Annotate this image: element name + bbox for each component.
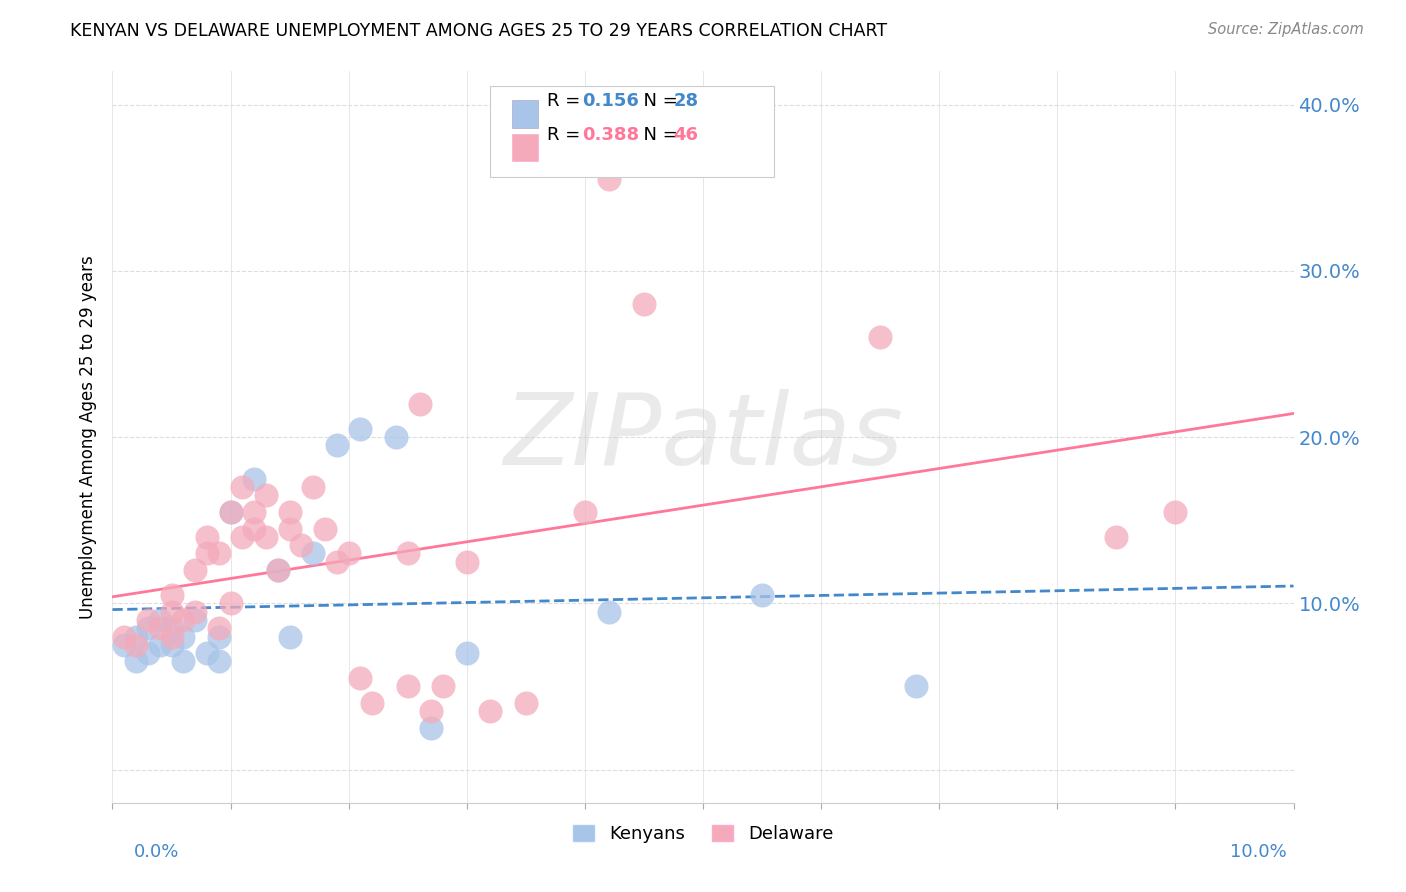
Point <box>160 638 183 652</box>
Text: R =: R = <box>547 92 586 110</box>
Point <box>112 630 135 644</box>
Point <box>208 621 231 635</box>
Point <box>278 505 301 519</box>
Point <box>195 546 218 560</box>
Point <box>396 546 419 560</box>
Point <box>125 638 148 652</box>
Point <box>254 488 277 502</box>
Point <box>160 605 183 619</box>
Point <box>219 505 242 519</box>
Point <box>302 480 325 494</box>
Point <box>219 596 242 610</box>
Point <box>149 638 172 652</box>
Text: 0.388: 0.388 <box>582 126 640 144</box>
Point <box>349 671 371 685</box>
Bar <box>512 134 537 161</box>
Point <box>598 172 620 186</box>
Point <box>326 555 349 569</box>
Point <box>195 530 218 544</box>
Point <box>231 480 253 494</box>
Point <box>172 655 194 669</box>
Text: Source: ZipAtlas.com: Source: ZipAtlas.com <box>1208 22 1364 37</box>
Text: KENYAN VS DELAWARE UNEMPLOYMENT AMONG AGES 25 TO 29 YEARS CORRELATION CHART: KENYAN VS DELAWARE UNEMPLOYMENT AMONG AG… <box>70 22 887 40</box>
Text: ZIPatlas: ZIPatlas <box>503 389 903 485</box>
Point <box>243 521 266 535</box>
Point <box>172 613 194 627</box>
Point <box>349 422 371 436</box>
FancyBboxPatch shape <box>491 86 773 178</box>
Point <box>160 630 183 644</box>
Point <box>751 588 773 602</box>
Text: R =: R = <box>547 126 586 144</box>
Point <box>633 297 655 311</box>
Point <box>172 630 194 644</box>
Text: 10.0%: 10.0% <box>1230 843 1286 861</box>
Point <box>243 505 266 519</box>
Text: N =: N = <box>633 126 683 144</box>
Point <box>278 630 301 644</box>
Point <box>231 530 253 544</box>
Point <box>136 613 159 627</box>
Text: 46: 46 <box>673 126 699 144</box>
Point <box>136 646 159 660</box>
Point <box>112 638 135 652</box>
Point <box>904 680 927 694</box>
Point <box>337 546 360 560</box>
Bar <box>512 100 537 128</box>
Point <box>125 655 148 669</box>
Point <box>243 472 266 486</box>
Point <box>515 696 537 710</box>
Point <box>195 646 218 660</box>
Point <box>1105 530 1128 544</box>
Point <box>149 613 172 627</box>
Point <box>208 655 231 669</box>
Point <box>184 605 207 619</box>
Point <box>302 546 325 560</box>
Point <box>267 563 290 577</box>
Point <box>326 438 349 452</box>
Point <box>479 705 502 719</box>
Text: 0.156: 0.156 <box>582 92 640 110</box>
Point <box>184 563 207 577</box>
Point <box>267 563 290 577</box>
Point <box>598 605 620 619</box>
Text: 28: 28 <box>673 92 699 110</box>
Point <box>160 588 183 602</box>
Point <box>1164 505 1187 519</box>
Text: 0.0%: 0.0% <box>134 843 179 861</box>
Legend: Kenyans, Delaware: Kenyans, Delaware <box>564 816 842 852</box>
Point <box>160 621 183 635</box>
Point <box>219 505 242 519</box>
Point <box>254 530 277 544</box>
Point <box>420 705 443 719</box>
Point <box>361 696 384 710</box>
Y-axis label: Unemployment Among Ages 25 to 29 years: Unemployment Among Ages 25 to 29 years <box>79 255 97 619</box>
Point <box>432 680 454 694</box>
Point <box>278 521 301 535</box>
Point <box>420 721 443 735</box>
Point <box>290 538 312 552</box>
Point <box>136 621 159 635</box>
Point <box>314 521 336 535</box>
Point <box>184 613 207 627</box>
Point <box>125 630 148 644</box>
Text: N =: N = <box>633 92 683 110</box>
Point <box>149 621 172 635</box>
Point <box>408 397 430 411</box>
Point <box>574 505 596 519</box>
Point <box>385 430 408 444</box>
Point <box>869 330 891 344</box>
Point <box>456 555 478 569</box>
Point <box>396 680 419 694</box>
Point <box>208 630 231 644</box>
Point <box>208 546 231 560</box>
Point <box>456 646 478 660</box>
